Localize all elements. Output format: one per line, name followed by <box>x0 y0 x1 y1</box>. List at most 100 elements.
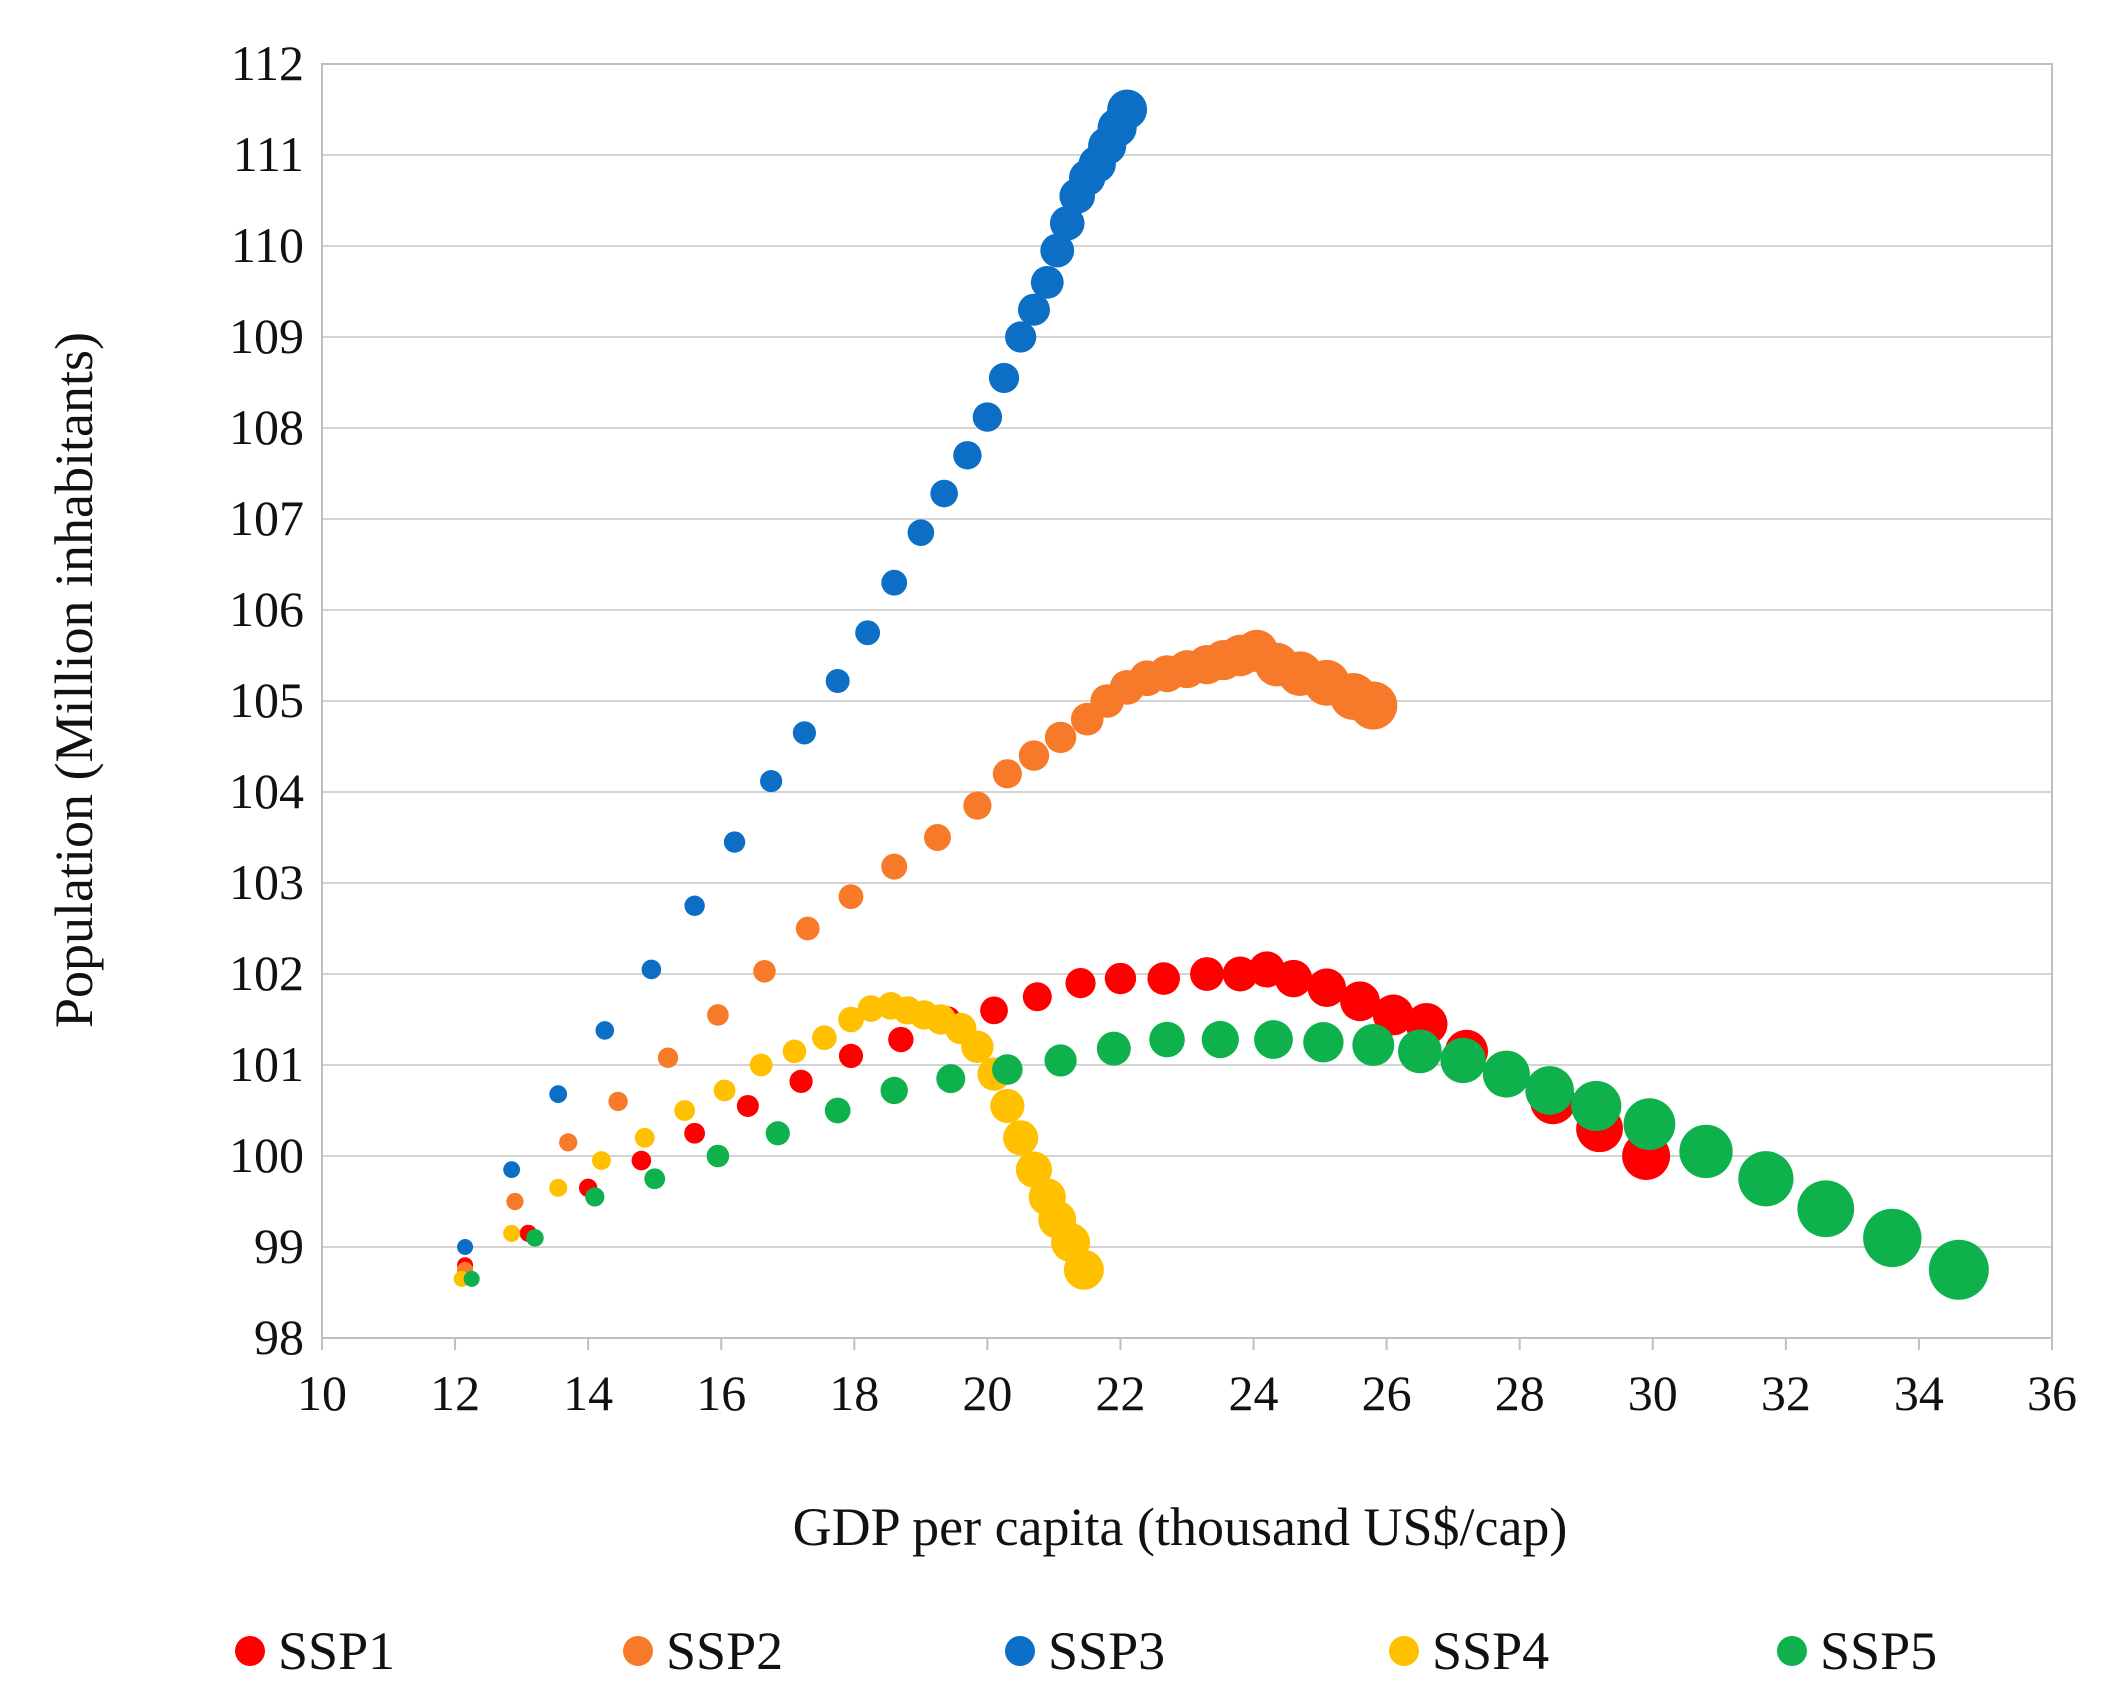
data-point-ssp5 <box>1482 1050 1530 1098</box>
gridlines <box>322 63 2052 1339</box>
y-tick-label: 101 <box>229 1036 304 1092</box>
legend-item-ssp1: SSP1 <box>235 1621 395 1681</box>
legend-marker-ssp4 <box>1389 1636 1419 1666</box>
data-point-ssp5 <box>992 1054 1023 1085</box>
data-point-ssp5 <box>1096 1031 1131 1066</box>
legend-label-ssp1: SSP1 <box>278 1621 395 1681</box>
x-tick-label: 36 <box>2027 1365 2077 1421</box>
y-tick-label: 111 <box>233 126 304 182</box>
data-point-ssp4 <box>592 1151 611 1170</box>
y-axis-title: Population (Million inhabitants) <box>44 332 104 1028</box>
legend-item-ssp4: SSP4 <box>1389 1621 1549 1681</box>
data-point-ssp5 <box>585 1187 605 1207</box>
data-point-ssp5 <box>1623 1098 1676 1151</box>
data-point-ssp1 <box>1190 957 1224 991</box>
data-point-ssp3 <box>792 721 817 745</box>
data-point-ssp3 <box>549 1085 568 1104</box>
data-point-ssp5 <box>526 1229 544 1247</box>
series-ssp4 <box>453 992 1104 1290</box>
x-tick-label: 34 <box>1894 1365 1944 1421</box>
data-point-ssp5 <box>644 1168 666 1190</box>
data-point-ssp5 <box>1044 1044 1077 1077</box>
data-point-ssp5 <box>936 1064 966 1094</box>
data-point-ssp5 <box>1738 1151 1794 1207</box>
data-point-ssp5 <box>463 1270 480 1287</box>
data-point-ssp4 <box>782 1039 807 1064</box>
data-point-ssp3 <box>930 479 958 508</box>
plot-area-border <box>321 63 2053 1339</box>
data-point-ssp5 <box>1928 1239 1989 1300</box>
data-point-ssp1 <box>1104 962 1137 995</box>
y-tick-label: 102 <box>229 945 304 1001</box>
y-tick-label: 106 <box>229 581 304 637</box>
data-point-ssp3 <box>641 959 662 980</box>
x-tick-label: 10 <box>297 1365 347 1421</box>
data-point-ssp5 <box>1571 1080 1622 1132</box>
y-tick-label: 109 <box>229 308 304 364</box>
data-point-ssp2 <box>923 824 951 851</box>
data-point-ssp4 <box>1015 1151 1053 1188</box>
data-point-ssp3 <box>760 769 783 793</box>
data-point-ssp2 <box>707 1004 729 1026</box>
data-point-ssp1 <box>1372 994 1414 1036</box>
x-tick-label: 20 <box>962 1365 1012 1421</box>
data-point-ssp2 <box>795 916 820 941</box>
legend-item-ssp3: SSP3 <box>1005 1621 1165 1681</box>
data-point-ssp4 <box>749 1053 773 1077</box>
data-point-ssp2 <box>608 1091 628 1112</box>
x-tick-label: 22 <box>1095 1365 1145 1421</box>
x-tick-label: 32 <box>1761 1365 1811 1421</box>
data-point-ssp4 <box>961 1030 994 1064</box>
legend-marker-ssp1 <box>235 1636 265 1666</box>
legend-marker-ssp2 <box>623 1636 653 1666</box>
data-point-ssp3 <box>881 569 908 596</box>
data-point-ssp5 <box>880 1076 908 1105</box>
data-point-ssp5 <box>1397 1029 1442 1074</box>
x-tick-label: 14 <box>563 1365 613 1421</box>
data-point-ssp2 <box>559 1133 578 1152</box>
legend-label-ssp5: SSP5 <box>1820 1621 1937 1681</box>
data-point-ssp1 <box>1340 981 1380 1022</box>
data-point-ssp4 <box>1003 1120 1039 1156</box>
data-point-ssp4 <box>990 1088 1025 1124</box>
y-tick-label: 100 <box>229 1127 304 1183</box>
x-tick-label: 30 <box>1628 1365 1678 1421</box>
legend: SSP1 SSP2 SSP3 SSP4 SSP5 <box>235 1621 1937 1681</box>
data-point-ssp2 <box>753 959 776 983</box>
data-point-ssp2 <box>881 853 908 880</box>
series-ssp5 <box>463 1020 1989 1300</box>
data-point-ssp4 <box>812 1025 837 1050</box>
data-point-ssp1 <box>980 996 1008 1025</box>
data-point-ssp3 <box>1030 266 1064 299</box>
data-point-ssp2 <box>506 1192 524 1211</box>
data-point-ssp3 <box>1049 205 1085 241</box>
y-tick-label: 108 <box>229 399 304 455</box>
x-tick-label: 16 <box>696 1365 746 1421</box>
legend-marker-ssp3 <box>1005 1636 1035 1666</box>
x-tick-label: 28 <box>1495 1365 1545 1421</box>
x-tick-label: 18 <box>829 1365 879 1421</box>
data-point-ssp4 <box>1063 1249 1104 1290</box>
legend-label-ssp3: SSP3 <box>1048 1621 1165 1681</box>
data-point-ssp1 <box>838 1043 864 1068</box>
data-point-ssp2 <box>1044 721 1077 754</box>
data-point-ssp2 <box>1349 681 1398 730</box>
legend-label-ssp4: SSP4 <box>1432 1621 1549 1681</box>
data-point-ssp5 <box>1149 1021 1185 1058</box>
x-axis-title: GDP per capita (thousand US$/cap) <box>793 1497 1568 1557</box>
data-point-ssp2 <box>657 1047 679 1068</box>
data-point-ssp1 <box>888 1026 914 1053</box>
data-point-ssp4 <box>549 1178 568 1197</box>
data-point-ssp4 <box>857 995 885 1022</box>
data-point-ssp4 <box>634 1127 655 1148</box>
data-point-ssp3 <box>595 1021 615 1040</box>
data-point-ssp3 <box>972 402 1003 432</box>
data-point-ssp5 <box>1440 1037 1486 1084</box>
axes <box>321 63 2053 1350</box>
data-point-ssp2 <box>963 791 992 820</box>
data-point-ssp5 <box>1525 1066 1574 1115</box>
data-point-ssp3 <box>907 519 935 546</box>
legend-marker-ssp5 <box>1777 1636 1807 1666</box>
y-tick-label: 112 <box>231 35 304 91</box>
x-tick-labels: 10 12 14 16 18 20 22 24 26 28 30 32 34 36 <box>297 1365 2077 1421</box>
